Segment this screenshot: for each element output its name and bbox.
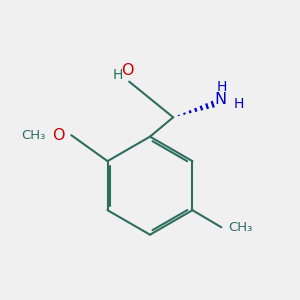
Text: H: H — [113, 68, 123, 82]
Text: CH₃: CH₃ — [22, 129, 46, 142]
Text: CH₃: CH₃ — [228, 221, 252, 234]
Text: H: H — [217, 80, 227, 94]
Text: O: O — [52, 128, 65, 142]
Text: N: N — [215, 92, 227, 107]
Text: H: H — [233, 97, 244, 111]
Text: O: O — [122, 63, 134, 78]
